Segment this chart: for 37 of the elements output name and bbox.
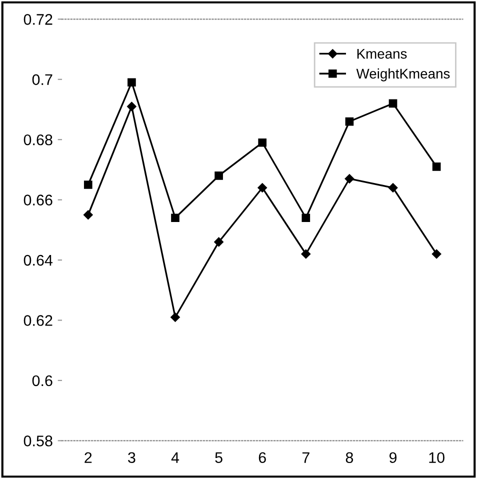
point — [214, 237, 224, 247]
y-tick-label: 0.62 — [24, 315, 52, 326]
x-tick-label: 6 — [258, 452, 266, 464]
point — [388, 99, 398, 108]
point — [345, 117, 354, 126]
y-tick-label: 0.6 — [32, 375, 52, 386]
x-tick-label: 7 — [302, 452, 310, 463]
y-tick-label: 0.64 — [24, 254, 53, 266]
y-tick-label: 0.58 — [24, 436, 52, 446]
x-tick-label: 2 — [84, 452, 92, 463]
point — [388, 183, 398, 192]
x-tick-label: 8 — [346, 452, 354, 464]
point — [344, 174, 354, 184]
point — [127, 102, 136, 112]
point — [84, 210, 93, 220]
y-tick-label: 0.68 — [24, 134, 52, 146]
y-tick-label: 0.7 — [32, 74, 52, 86]
point — [432, 249, 442, 259]
x-tick-label: 3 — [128, 452, 136, 464]
point — [171, 214, 180, 222]
x-tick-label: 9 — [389, 452, 397, 464]
point — [84, 180, 92, 189]
point — [214, 172, 223, 180]
legend-label: WeightKmeans — [356, 68, 450, 82]
y-tick-label: 0.66 — [24, 194, 52, 206]
point — [258, 138, 267, 147]
x-tick-label: 10 — [429, 452, 444, 464]
x-tick-label: 4 — [171, 452, 180, 463]
point — [170, 312, 180, 322]
y-tick-label: 0.72 — [24, 14, 52, 25]
point — [258, 183, 267, 192]
point — [432, 162, 441, 171]
point — [301, 249, 311, 259]
x-tick-label: 5 — [215, 452, 222, 464]
legend-label: Kmeans — [357, 49, 407, 59]
point — [128, 78, 136, 87]
point — [302, 214, 310, 222]
